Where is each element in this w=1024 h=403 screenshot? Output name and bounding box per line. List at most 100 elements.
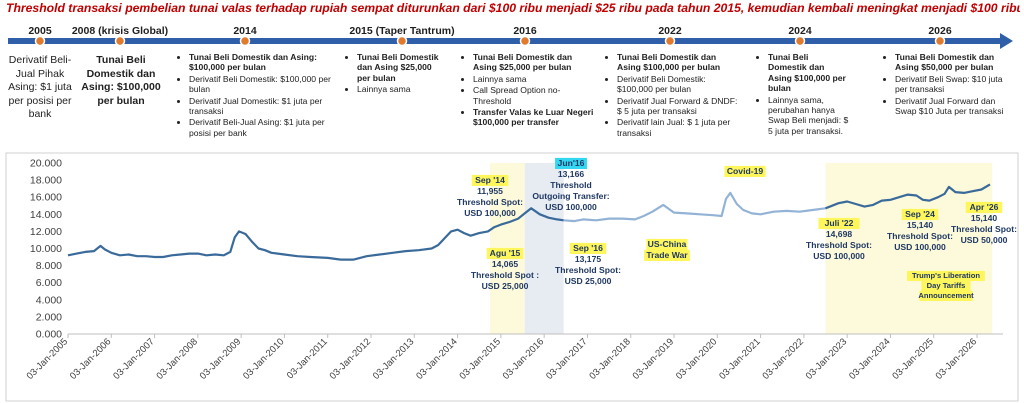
annotation-text: USD 100,000: [894, 242, 946, 252]
annotation-highlight: [486, 247, 524, 259]
annotation-highlight: [901, 208, 939, 220]
annotation-highlight: [569, 242, 607, 254]
timeline-dot: [794, 35, 806, 47]
x-tick-label: 03-Jan-2021: [717, 336, 763, 382]
y-tick-label: 20.000: [30, 158, 62, 170]
event-bullet: Derivatif Beli Domestik: $100,000 per bu…: [617, 74, 738, 95]
annotation-text: Day Tariffs: [927, 281, 966, 290]
annotation-text: Sep '16: [573, 243, 603, 253]
x-tick-label: 03-Jan-2023: [804, 336, 850, 382]
x-tick-label: 03-Jan-2010: [241, 336, 287, 382]
annotation-text: Trump's Liberation: [912, 271, 980, 280]
shaded-period: [524, 163, 564, 334]
event-bullet: Derivatif Jual Forward & DNDF: $ 5 juta …: [617, 96, 738, 117]
timeline-label: 2026: [928, 25, 952, 37]
annotation-text: US-China: [648, 239, 687, 249]
annotation-highlight: [471, 174, 509, 186]
event-2005-detail: Derivatif Beli-Jual Pihak Asing: $1 juta…: [8, 54, 72, 120]
y-tick-label: 4.000: [36, 294, 62, 306]
annotation-text: Jun'16: [558, 158, 585, 168]
annotation-text: 15,140: [971, 213, 998, 223]
annotation-text: 11,955: [477, 186, 503, 196]
annotation-text: Announcement: [918, 291, 974, 300]
annotation-text: 14,065: [492, 259, 519, 269]
timeline-dot: [239, 35, 251, 47]
x-tick-label: 03-Jan-2009: [198, 336, 244, 382]
annotation-text: 15,140: [907, 220, 934, 230]
annotation-text: USD 100,000: [545, 202, 597, 212]
event-bullet: Tunai Beli Domestik dan Asing $100,000 p…: [768, 52, 849, 94]
annotation-highlight: [724, 165, 766, 177]
annotation-highlight: [965, 201, 1003, 213]
event-bullet: Derivatif Beli Domestik: $100,000 per bu…: [189, 74, 338, 95]
x-tick-label: 03-Jan-2020: [674, 336, 720, 382]
series-line: [825, 183, 991, 210]
annotation-text: Threshold: [550, 180, 592, 190]
x-tick-label: 03-Jan-2016: [501, 336, 547, 382]
annotation-text: Covid-19: [727, 166, 764, 176]
timeline-arrowhead: [1000, 33, 1013, 49]
annotation-text: Trade War: [646, 250, 688, 260]
annotation-text: USD 100,000: [464, 208, 516, 218]
x-tick-label: 03-Jan-2011: [285, 336, 330, 381]
y-tick-label: 2.000: [36, 311, 62, 323]
annotation-text: Sep '14: [475, 175, 505, 185]
x-tick-label: 03-Jan-2017: [544, 336, 590, 382]
y-tick-label: 14.000: [30, 209, 62, 221]
x-tick-label: 03-Jan-2006: [68, 336, 114, 382]
annotation-highlight: [555, 157, 587, 169]
series-line: [67, 207, 564, 261]
x-tick-label: 03-Jan-2007: [111, 336, 157, 382]
event-bullet: Lainnya sama: [473, 74, 594, 84]
annotation-text: Outgoing Transfer:: [532, 191, 609, 201]
timeline-dot: [114, 35, 126, 47]
event-2016-detail: Tunai Beli Domestik dan Asing $25,000 pe…: [462, 52, 594, 129]
x-tick-label: 03-Jan-2025: [890, 336, 936, 382]
timeline-dot: [664, 35, 676, 47]
annotation-highlight: [818, 217, 860, 229]
event-2024-detail: Tunai Beli Domestik dan Asing $100,000 p…: [757, 52, 849, 137]
annotation-highlight: [921, 280, 971, 291]
event-2015-detail: Tunai Beli Domestik dan Asing $25,000 pe…: [346, 52, 446, 96]
x-tick-label: 03-Jan-2013: [371, 336, 417, 382]
annotation-text: Threshold Spot:: [457, 197, 523, 207]
timeline-label: 2015 (Taper Tantrum): [349, 25, 454, 37]
annotation-text: USD 50,000: [961, 235, 1008, 245]
timeline-label: 2016: [513, 25, 537, 37]
annotation-text: 13,166: [558, 169, 585, 179]
y-tick-label: 0.000: [36, 329, 62, 341]
y-tick-label: 8.000: [36, 260, 62, 272]
y-tick-label: 18.000: [30, 175, 62, 187]
timeline-dot: [34, 35, 46, 47]
headline: Threshold transaksi pembelian tunai vala…: [6, 1, 1020, 15]
event-bullet: Tunai Beli Domestik dan Asing $25,000 pe…: [473, 52, 594, 73]
x-tick-label: 03-Jan-2022: [760, 336, 806, 382]
exchange-rate-chart: 0.000 2.000 4.000 6.000 8.000 10.000 12.000 14.…: [5, 152, 1019, 402]
series-line: [563, 191, 826, 223]
event-2026-detail: Tunai Beli Domestik dan Asing $50,000 pe…: [884, 52, 1012, 117]
timeline-label: 2024: [788, 25, 812, 37]
annotation-text: Threshold Spot:: [887, 231, 953, 241]
timeline-label: 2005: [28, 25, 52, 37]
shaded-period: [825, 163, 993, 334]
timeline-dot: [519, 35, 531, 47]
x-tick-label: 03-Jan-2014: [414, 336, 460, 382]
y-tick-label: 6.000: [36, 277, 62, 289]
annotation-text: USD 25,000: [482, 281, 529, 291]
y-tick-label: 10.000: [30, 243, 62, 255]
timeline-label: 2008 (krisis Global): [72, 25, 168, 37]
event-2022-detail: Tunai Beli Domestik dan Asing $100,000 p…: [606, 52, 738, 139]
x-tick-label: 03-Jan-2026: [934, 336, 980, 382]
annotation-callout: Covid-19: [724, 165, 766, 177]
timeline-dot: [396, 35, 408, 47]
event-2008-detail: Tunai Beli Domestik dan Asing: $100,000 …: [81, 54, 161, 107]
x-tick-label: 03-Jan-2024: [847, 336, 893, 382]
annotation-text: Apr '26: [970, 202, 999, 212]
timeline-label: 2014: [233, 25, 257, 37]
annotation-text: USD 25,000: [565, 276, 612, 286]
